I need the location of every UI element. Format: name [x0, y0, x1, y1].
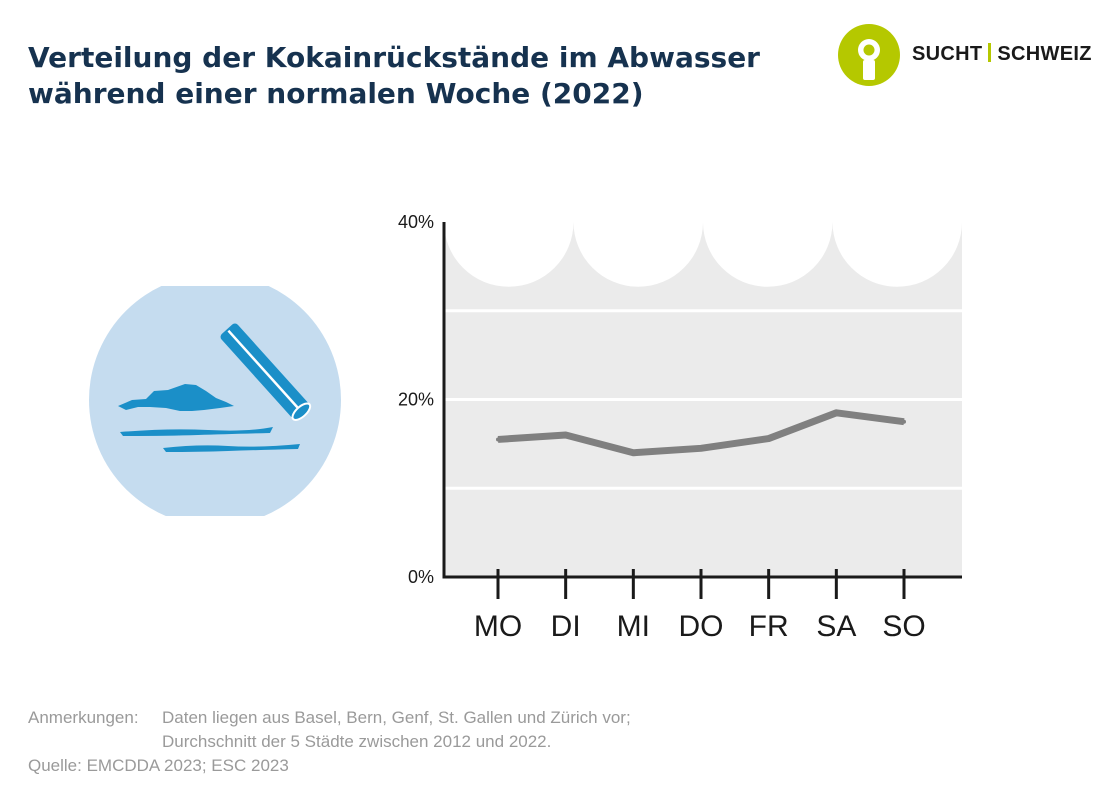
data-point-sa	[834, 410, 839, 415]
notes-label: Anmerkungen:	[28, 708, 139, 727]
x-tick-label-di: DI	[551, 610, 581, 643]
notes-line-1: Daten liegen aus Basel, Bern, Genf, St. …	[162, 708, 631, 727]
x-tick-label-mi: MI	[617, 610, 650, 643]
logo-text-left: SUCHT	[912, 43, 983, 65]
logo-text-right: SCHWEIZ	[997, 43, 1092, 65]
data-point-mi	[631, 450, 636, 455]
data-point-so	[902, 419, 906, 424]
sucht-schweiz-logo: SUCHT SCHWEIZ	[838, 24, 1091, 86]
x-tick-labels: MO DI MI DO FR SA SO	[474, 610, 926, 643]
x-ticks	[496, 569, 906, 599]
y-tick-label: 40%	[398, 212, 434, 232]
logo-separator	[988, 43, 992, 62]
notes-line-2: Durchschnitt der 5 Städte zwischen 2012 …	[162, 732, 552, 751]
logo-text: SUCHT SCHWEIZ	[912, 43, 1092, 66]
x-tick-label-fr: FR	[749, 610, 789, 643]
data-point-fr	[766, 436, 771, 441]
data-point-mo	[496, 437, 500, 442]
y-tick-label: 0%	[408, 567, 434, 587]
chart-notes: Anmerkungen: Daten liegen aus Basel, Ber…	[28, 706, 631, 778]
chart-title: Verteilung der Kokainrückstände im Abwas…	[28, 41, 760, 110]
y-tick-labels: 0% 20% 40%	[398, 212, 434, 587]
x-tick-label-mo: MO	[474, 610, 522, 643]
logo-mark-icon	[838, 24, 900, 86]
line-chart: 0% 20% 40% MO DI MI DO FR SA SO	[398, 212, 962, 643]
x-tick-label-so: SO	[882, 610, 925, 643]
data-point-do	[699, 446, 703, 451]
gridlines	[444, 309, 962, 490]
data-point-di	[563, 433, 568, 437]
x-tick-label-sa: SA	[816, 610, 856, 643]
cocaine-illustration-icon	[89, 286, 341, 516]
series-layer	[496, 409, 906, 457]
notes-source: Quelle: EMCDDA 2023; ESC 2023	[28, 756, 289, 775]
y-tick-label: 20%	[398, 390, 434, 410]
x-tick-label-do: DO	[679, 610, 724, 643]
